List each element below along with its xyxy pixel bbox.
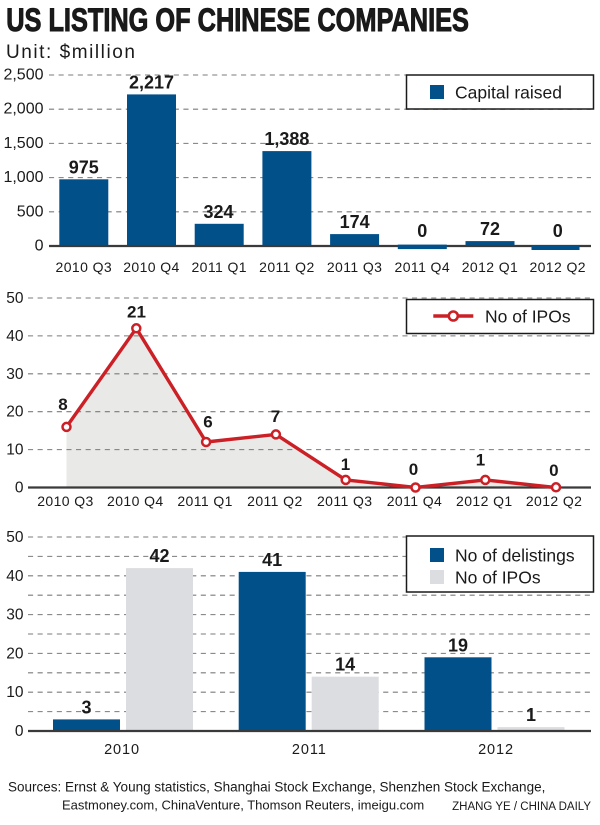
svg-text:2,217: 2,217 xyxy=(129,72,174,92)
svg-text:50: 50 xyxy=(6,290,24,307)
svg-text:7: 7 xyxy=(271,407,280,426)
svg-text:0: 0 xyxy=(549,461,558,480)
svg-text:0: 0 xyxy=(409,460,418,479)
svg-text:ZHANG YE / CHINA DAILY: ZHANG YE / CHINA DAILY xyxy=(452,801,591,813)
svg-text:2012 Q2: 2012 Q2 xyxy=(526,493,583,509)
svg-text:2010: 2010 xyxy=(104,742,140,758)
svg-text:2012 Q1: 2012 Q1 xyxy=(462,259,519,275)
svg-text:1: 1 xyxy=(526,705,536,725)
svg-text:No of IPOs: No of IPOs xyxy=(455,568,541,588)
svg-text:2012: 2012 xyxy=(478,742,514,758)
svg-text:500: 500 xyxy=(17,203,44,220)
svg-text:1: 1 xyxy=(476,451,485,470)
svg-text:2011 Q4: 2011 Q4 xyxy=(387,493,442,509)
svg-text:2012 Q1: 2012 Q1 xyxy=(456,493,513,509)
svg-text:41: 41 xyxy=(262,550,282,570)
svg-text:No of IPOs: No of IPOs xyxy=(485,307,571,327)
svg-text:3: 3 xyxy=(81,697,91,717)
svg-text:0: 0 xyxy=(35,238,44,255)
svg-text:2011 Q4: 2011 Q4 xyxy=(395,259,450,275)
svg-text:1,500: 1,500 xyxy=(3,135,43,152)
svg-text:42: 42 xyxy=(149,546,169,566)
svg-text:0: 0 xyxy=(15,480,24,497)
svg-text:40: 40 xyxy=(6,568,24,585)
svg-text:0: 0 xyxy=(553,221,563,241)
svg-text:0: 0 xyxy=(417,221,427,241)
svg-text:2,500: 2,500 xyxy=(3,67,43,84)
svg-text:1,000: 1,000 xyxy=(3,169,43,186)
svg-text:30: 30 xyxy=(6,607,24,624)
svg-text:324: 324 xyxy=(203,202,233,222)
svg-text:2010 Q4: 2010 Q4 xyxy=(123,259,180,275)
svg-text:0: 0 xyxy=(15,723,24,740)
svg-text:No of delistings: No of delistings xyxy=(455,546,575,566)
svg-text:10: 10 xyxy=(6,442,24,459)
svg-text:20: 20 xyxy=(6,645,24,662)
svg-text:10: 10 xyxy=(6,684,24,701)
svg-text:2011 Q1: 2011 Q1 xyxy=(177,493,232,509)
svg-text:1,388: 1,388 xyxy=(264,129,309,149)
svg-text:975: 975 xyxy=(69,157,99,177)
svg-text:2011 Q2: 2011 Q2 xyxy=(259,259,314,275)
svg-text:40: 40 xyxy=(6,328,24,345)
svg-text:8: 8 xyxy=(58,395,67,414)
svg-text:2010 Q4: 2010 Q4 xyxy=(107,493,164,509)
svg-text:2011 Q3: 2011 Q3 xyxy=(327,259,382,275)
svg-text:2012 Q2: 2012 Q2 xyxy=(529,259,586,275)
svg-text:Capital raised: Capital raised xyxy=(455,83,562,103)
svg-text:Unit: $million: Unit: $million xyxy=(6,42,136,63)
svg-text:2010 Q3: 2010 Q3 xyxy=(37,493,94,509)
svg-text:Eastmoney.com, ChinaVenture, T: Eastmoney.com, ChinaVenture, Thomson Reu… xyxy=(62,798,424,813)
svg-text:2011 Q2: 2011 Q2 xyxy=(247,493,302,509)
svg-text:174: 174 xyxy=(340,212,370,232)
svg-text:2011 Q3: 2011 Q3 xyxy=(317,493,372,509)
svg-text:US LISTING OF CHINESE COMPANIE: US LISTING OF CHINESE COMPANIES xyxy=(6,3,469,38)
svg-text:72: 72 xyxy=(480,219,500,239)
svg-text:1: 1 xyxy=(341,455,350,474)
svg-text:14: 14 xyxy=(335,655,355,675)
svg-text:30: 30 xyxy=(6,366,24,383)
svg-text:2011: 2011 xyxy=(292,742,327,758)
svg-text:19: 19 xyxy=(448,635,468,655)
svg-text:50: 50 xyxy=(6,529,24,546)
svg-text:20: 20 xyxy=(6,404,24,421)
svg-text:21: 21 xyxy=(127,303,146,322)
svg-text:Sources: Ernst & Young statist: Sources: Ernst & Young statistics, Shang… xyxy=(8,780,545,795)
svg-text:2010 Q3: 2010 Q3 xyxy=(56,259,113,275)
svg-text:2,000: 2,000 xyxy=(3,101,43,118)
svg-text:2011 Q1: 2011 Q1 xyxy=(191,259,246,275)
svg-text:6: 6 xyxy=(203,413,212,432)
